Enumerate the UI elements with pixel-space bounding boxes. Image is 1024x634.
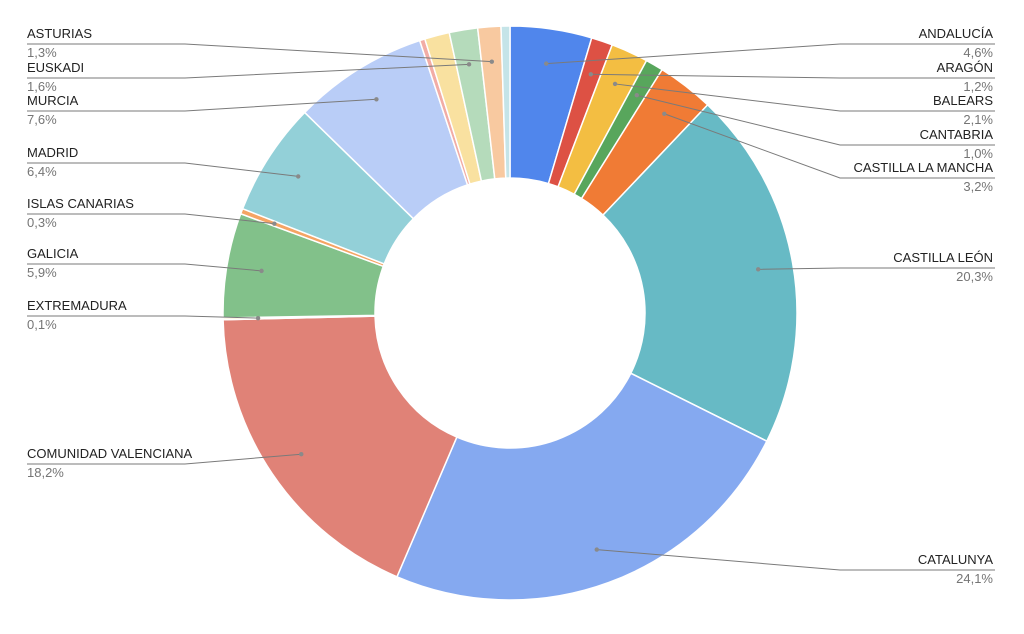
leader-dot-islas-canarias [272,221,277,226]
value-catalunya: 24,1% [956,571,993,586]
value-islas-canarias: 0,3% [27,215,57,230]
leader-cantabria [636,94,995,146]
label-murcia: MURCIA [27,93,79,108]
leader-murcia [27,98,377,112]
label-balears: BALEARS [933,93,993,108]
leader-lines [27,43,995,571]
label-madrid: MADRID [27,145,78,160]
leader-dot-balears [612,81,618,87]
value-euskadi: 1,6% [27,79,57,94]
label-cantabria: CANTABRIA [920,127,994,142]
label-castilla-la-mancha: CASTILLA LA MANCHA [854,160,994,175]
leader-dot-aragon [588,72,593,77]
value-andalucia: 4,6% [963,45,993,60]
label-galicia: GALICIA [27,246,79,261]
slice-unlabeled-17 [500,25,511,179]
leader-extremadura [27,315,259,319]
leader-dot-cantabria [634,93,639,98]
value-castilla-leon: 20,3% [956,269,993,284]
label-extremadura: EXTREMADURA [27,298,127,313]
label-euskadi: EUSKADI [27,60,84,75]
value-cantabria: 1,0% [963,146,993,161]
leader-dot-comunidad-valenciana [299,451,304,457]
leader-andalucia [546,43,995,65]
value-extremadura: 0,1% [27,317,57,332]
label-andalucia: ANDALUCÍA [919,26,994,41]
value-madrid: 6,4% [27,164,57,179]
leader-castilla-la-mancha [664,113,995,179]
leader-dot-andalucia [544,61,549,66]
leader-castilla-leon [758,267,995,270]
leader-dot-extremadura [255,315,261,321]
label-asturias: ASTURIAS [27,26,92,41]
value-castilla-la-mancha: 3,2% [963,179,993,194]
leader-dot-murcia [374,97,379,102]
leader-dot-castilla-la-mancha [662,111,667,116]
leader-galicia [27,263,262,272]
value-aragon: 1,2% [963,79,993,94]
leader-euskadi [27,63,470,79]
leader-dot-euskadi [466,62,472,67]
donut-slices [222,25,798,601]
label-aragon: ARAGÓN [937,60,993,75]
label-comunidad-valenciana: COMUNIDAD VALENCIANA [27,446,193,461]
value-murcia: 7,6% [27,112,57,127]
label-islas-canarias: ISLAS CANARIAS [27,196,134,211]
slice-comunidad-valenciana [222,315,458,578]
leader-madrid [27,162,299,177]
leader-comunidad-valenciana [27,453,302,465]
leader-islas-canarias [27,213,275,225]
value-asturias: 1,3% [27,45,57,60]
value-comunidad-valenciana: 18,2% [27,465,64,480]
leader-dot-madrid [296,174,301,179]
value-galicia: 5,9% [27,265,57,280]
leader-catalunya [596,549,995,571]
leader-asturias [27,43,492,63]
leader-dot-castilla-leon [755,267,761,272]
leader-dot-asturias [489,59,495,64]
value-balears: 2,1% [963,112,993,127]
leader-dot-galicia [259,268,264,274]
slice-castilla-leon [601,103,798,443]
leader-balears [614,83,995,112]
label-castilla-leon: CASTILLA LEÓN [893,250,993,265]
slice-labels: ANDALUCÍA 4,6%ARAGÓN 1,2%BALEARS 2,1%CANTAB… [27,26,993,586]
leader-dot-catalunya [594,547,599,552]
slice-catalunya [395,372,768,601]
label-catalunya: CATALUNYA [918,552,993,567]
leader-aragon [590,73,995,79]
